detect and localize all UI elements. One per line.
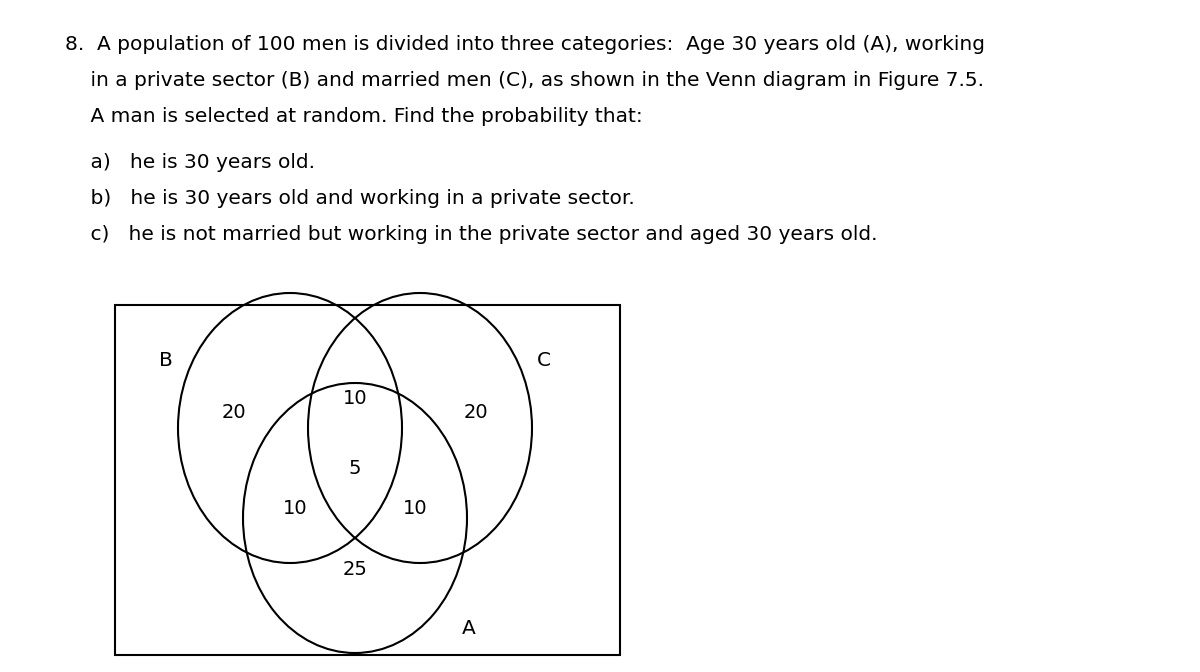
Text: 20: 20 (463, 403, 488, 423)
Text: A: A (462, 619, 475, 638)
Bar (115, 305, 620, 655)
Text: 10: 10 (343, 388, 367, 407)
Text: b)   he is 30 years old and working in a private sector.: b) he is 30 years old and working in a p… (65, 189, 635, 208)
Text: a)   he is 30 years old.: a) he is 30 years old. (65, 153, 314, 172)
Text: in a private sector (B) and married men (C), as shown in the Venn diagram in Fig: in a private sector (B) and married men … (65, 71, 984, 90)
Text: A man is selected at random. Find the probability that:: A man is selected at random. Find the pr… (65, 107, 643, 126)
Text: C: C (538, 351, 551, 370)
Text: B: B (160, 351, 173, 370)
Text: 10: 10 (283, 499, 307, 517)
Text: 10: 10 (403, 499, 427, 517)
Text: 8.  A population of 100 men is divided into three categories:  Age 30 years old : 8. A population of 100 men is divided in… (65, 35, 985, 54)
Text: c)   he is not married but working in the private sector and aged 30 years old.: c) he is not married but working in the … (65, 225, 877, 244)
Text: 5: 5 (349, 458, 361, 478)
Text: 25: 25 (342, 560, 367, 579)
Text: 20: 20 (222, 403, 246, 423)
